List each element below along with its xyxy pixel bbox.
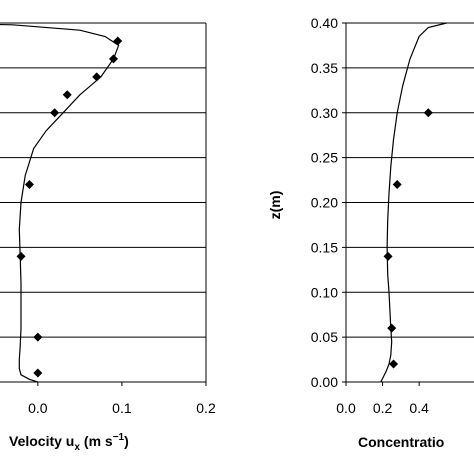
concentration-x-axis-title: Concentratio [358,434,444,450]
velocity-data-point [62,90,72,100]
concentration-data-point [423,108,433,118]
velocity-data-point [50,108,60,118]
concentration-chart: 0.00 0.05 0.10 0.15 0.20 0.25 0.30 0.35 0.40 0.0… [267,15,474,450]
concentration-gridlines [346,67,474,338]
concentration-x-tick-label: 0.2 [373,400,393,416]
velocity-chart: 0.0 0.1 0.2 Velocity ux (m s−1) [0,22,216,453]
velocity-data-point [33,368,43,378]
concentration-model-line [380,22,447,383]
velocity-data-point [24,180,34,190]
velocity-data-point [109,54,119,64]
concentration-data-point [383,251,393,261]
concentration-data-point [387,323,397,333]
velocity-x-tick-label: 0.0 [28,400,48,416]
concentration-data-point [392,180,402,190]
concentration-data-point [389,359,399,369]
concentration-x-tick-label: 0.0 [336,400,356,416]
concentration-y-axis-title: z(m) [267,191,283,220]
velocity-data-point [16,251,26,261]
velocity-x-tick-label: 0.2 [196,400,216,416]
velocity-x-tick-label: 0.1 [112,400,132,416]
velocity-data-point [33,332,43,342]
concentration-y-tick-label: 0.25 [311,150,338,166]
concentration-x-ticks: 0.0 0.2 0.4 [336,382,429,416]
velocity-x-axis-title: Velocity ux (m s−1) [9,432,129,453]
velocity-data-point [92,72,102,82]
concentration-x-tick-label: 0.4 [409,400,429,416]
concentration-y-tick-label: 0.15 [311,239,338,255]
velocity-x-ticks: 0.0 0.1 0.2 [28,382,216,416]
concentration-y-tick-label: 0.35 [311,60,338,76]
velocity-data-point [113,36,123,46]
concentration-y-tick-label: 0.30 [311,105,338,121]
concentration-y-ticks: 0.00 0.05 0.10 0.15 0.20 0.25 0.30 0.35 0.40 [311,15,346,390]
concentration-y-tick-label: 0.10 [311,284,338,300]
concentration-y-tick-label: 0.20 [311,195,338,211]
velocity-gridlines [0,67,206,338]
concentration-y-tick-label: 0.00 [311,374,338,390]
concentration-measured-points [383,108,433,369]
velocity-measured-points [16,36,123,378]
concentration-y-tick-label: 0.40 [311,15,338,31]
concentration-y-tick-label: 0.05 [311,329,338,345]
